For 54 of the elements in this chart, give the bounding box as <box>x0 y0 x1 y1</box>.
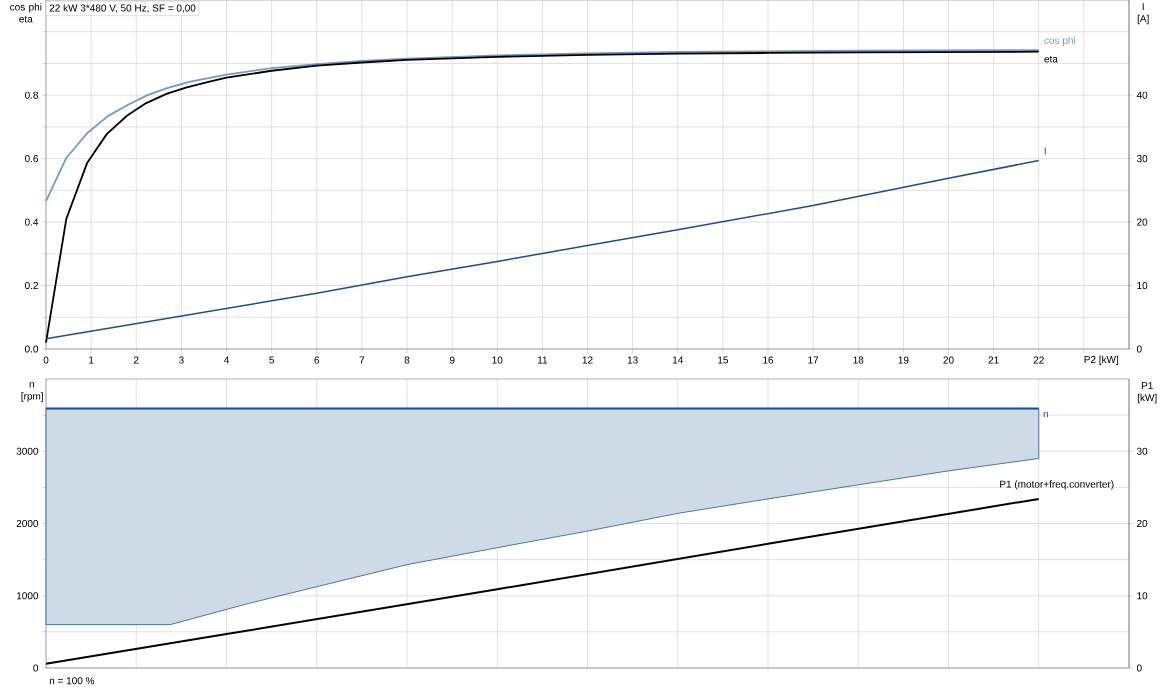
series-label: n <box>1043 411 1048 418</box>
y-tick-label: 0.4 <box>24 218 39 226</box>
y2-tick-label: 40 <box>1136 91 1148 99</box>
y-tick-label: 0.2 <box>24 282 38 290</box>
x-tick-label: 9 <box>449 356 455 364</box>
x-tick-label: 10 <box>492 356 503 364</box>
x-tick-label: 0 <box>43 356 49 364</box>
x-tick-label: 19 <box>898 356 909 364</box>
series-label: eta <box>1044 55 1058 63</box>
x-tick-label: 3 <box>178 356 184 364</box>
x-tick-label: 20 <box>943 356 954 364</box>
x-tick-label: 5 <box>269 356 274 364</box>
x-tick-label: 6 <box>314 356 320 364</box>
y2-tick-label: 20 <box>1137 519 1148 528</box>
y-tick-label: 0.0 <box>24 345 39 353</box>
y-tick-label: 0.8 <box>24 91 39 99</box>
x-tick-label: 11 <box>537 356 548 364</box>
x-tick-label: 15 <box>718 356 729 364</box>
y2-tick-label: 0 <box>1136 345 1142 353</box>
series-label: I <box>1044 147 1046 155</box>
x-tick-label: 16 <box>763 356 774 364</box>
x-tick-label: 21 <box>988 356 999 364</box>
x-tick-label: 7 <box>359 356 365 364</box>
series-label: P1 (motor+freq.converter) <box>1000 480 1114 490</box>
x-tick-label: 14 <box>672 356 684 364</box>
y-tick-label: 1000 <box>17 592 39 600</box>
text: n = 100 % <box>49 677 95 685</box>
y-tick-label: 0 <box>33 664 39 672</box>
x-tick-label: 2 <box>133 356 139 364</box>
y2-tick-label: 10 <box>1137 281 1148 290</box>
y2-axis-title: I [A] <box>1137 3 1149 25</box>
x-tick-label: 17 <box>808 356 819 364</box>
y2-tick-label: 10 <box>1137 592 1148 600</box>
y2-tick-label: 0 <box>1136 664 1142 672</box>
x-tick-label: 13 <box>627 356 638 364</box>
x-tick-label: 12 <box>582 356 593 364</box>
y-tick-label: 2000 <box>16 519 39 528</box>
x-tick-label: 1 <box>89 356 94 364</box>
x-tick-label: 18 <box>853 356 864 364</box>
line-series <box>45 497 1040 665</box>
chart-title: 22 kW 3*480 V, 50 Hz, SF = 0,00 <box>49 4 196 13</box>
x-tick-label: 8 <box>404 356 410 364</box>
x-axis-title: P2 [kW] <box>1084 355 1119 365</box>
x-tick-label: 22 <box>1033 356 1044 364</box>
x-tick-label: 4 <box>223 356 229 364</box>
y-axis-title: n [rpm] <box>21 382 43 402</box>
y2-tick-label: 20 <box>1137 218 1148 226</box>
y2-tick-label: 30 <box>1136 447 1148 455</box>
y2-axis-title: P1 [kW] <box>1137 382 1157 404</box>
y-tick-label: 3000 <box>16 447 39 455</box>
y-tick-label: 0.6 <box>24 155 39 163</box>
y2-tick-label: 30 <box>1136 155 1148 163</box>
y-axis-title: cos phi eta <box>10 3 42 23</box>
series-label: cos phi <box>1044 36 1075 46</box>
